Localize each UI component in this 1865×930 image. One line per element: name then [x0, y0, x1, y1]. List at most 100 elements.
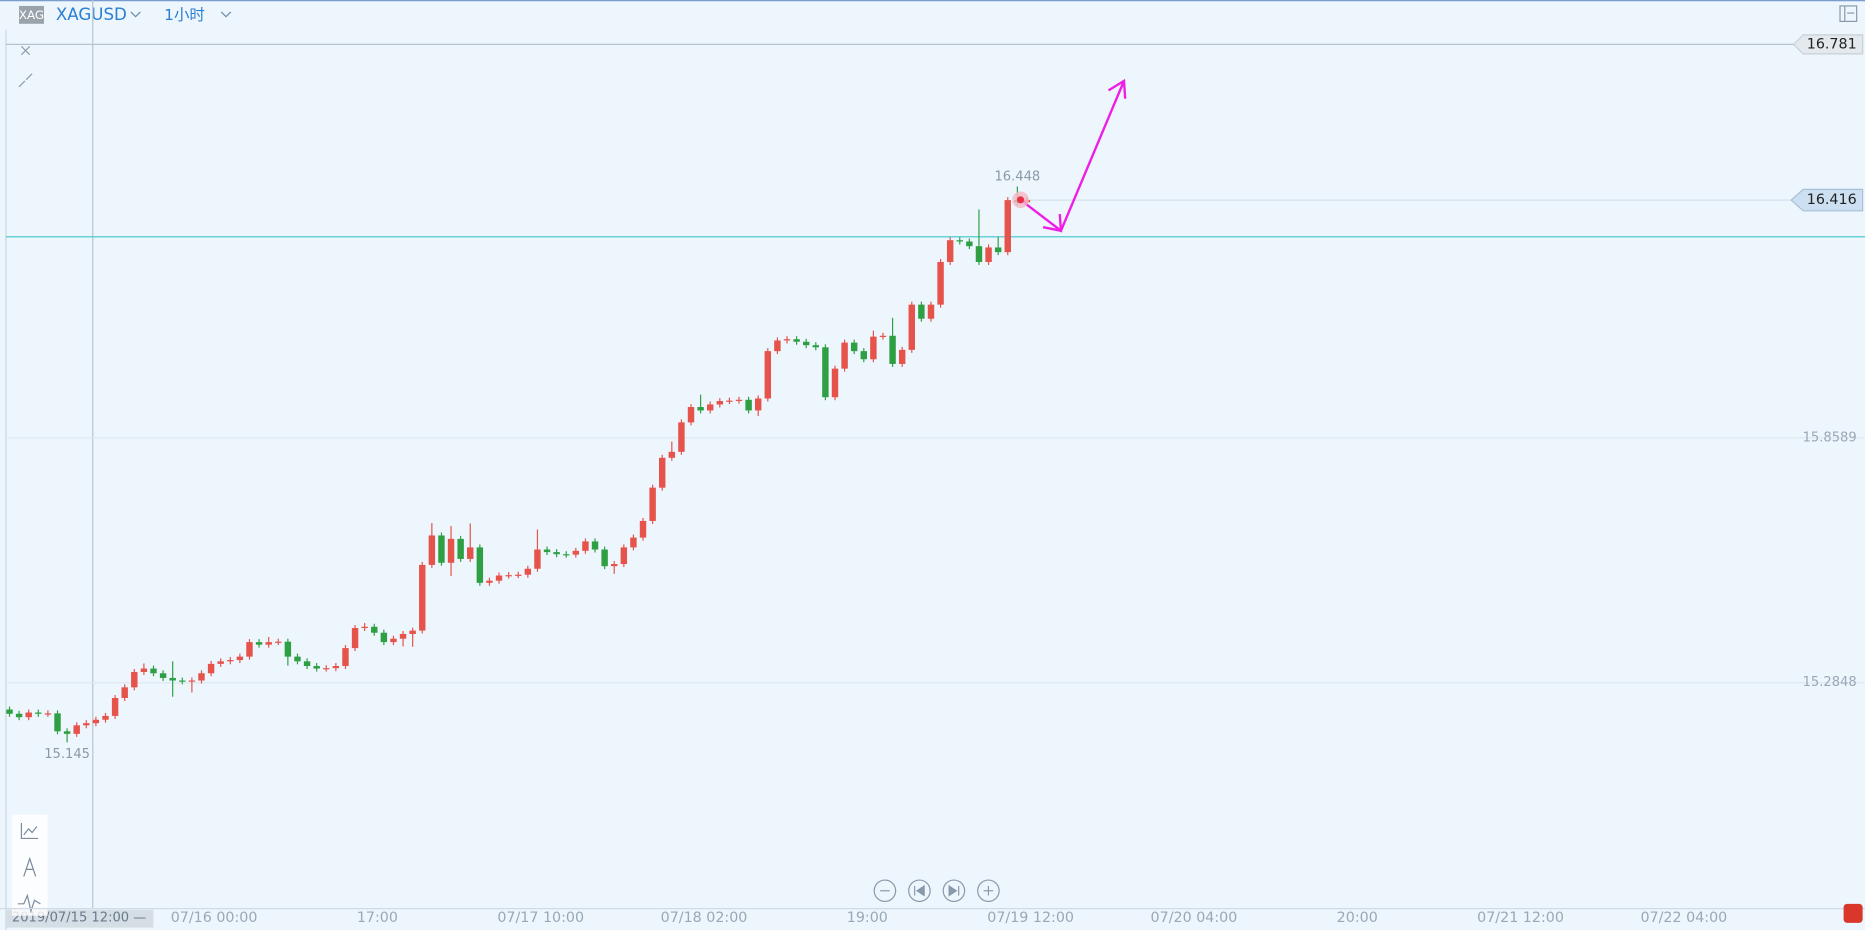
candle-body: [687, 407, 695, 423]
low-label: 15.145: [44, 747, 90, 762]
candle-body: [870, 336, 877, 360]
zoom-out[interactable]: [873, 879, 897, 903]
candle-body: [1004, 200, 1011, 253]
candle-body: [342, 648, 349, 667]
candle-body: [726, 400, 733, 402]
x-tick-label: 20:00: [1337, 910, 1378, 926]
candle-body: [371, 626, 378, 633]
symbol-icon: [19, 5, 45, 24]
candle-body: [553, 552, 560, 555]
candle-body: [409, 630, 416, 635]
candle-body: [159, 673, 167, 678]
candle-body: [985, 247, 992, 262]
y-tick-label: 15.2848: [1803, 675, 1857, 690]
candle-body: [515, 574, 522, 576]
symbol-dropdown[interactable]: [130, 11, 141, 18]
x-tick-label: 07/21 12:00: [1477, 910, 1564, 926]
candle-body: [361, 626, 368, 629]
candle-body: [457, 538, 464, 559]
candle-body: [438, 535, 445, 563]
zoom-in[interactable]: [977, 879, 1000, 903]
scroll-start[interactable]: [908, 879, 931, 903]
candle-body: [390, 638, 397, 643]
candle-body: [140, 668, 148, 672]
candle-body: [918, 304, 925, 319]
candle-body: [265, 642, 272, 645]
candle-body: [351, 628, 359, 649]
candle-body: [639, 520, 647, 538]
candle-body: [284, 641, 292, 657]
price-line-box: [1792, 34, 1864, 55]
corner-badge[interactable]: [1843, 903, 1863, 923]
draw-tool[interactable]: [23, 856, 37, 877]
candle-body: [966, 241, 973, 247]
candle-body: [25, 712, 32, 718]
candle-body: [505, 575, 512, 577]
price-line-label: 16.781: [1807, 36, 1857, 52]
candle-body: [217, 661, 224, 664]
x-tick-label: 19:00: [847, 910, 888, 926]
candle-body: [563, 554, 570, 556]
candle-body: [198, 673, 205, 681]
candle-body: [188, 680, 196, 682]
candle-body: [476, 547, 484, 583]
candle-body: [802, 341, 810, 346]
candle-body: [783, 339, 791, 341]
candle-body: [543, 549, 551, 553]
candle-body: [44, 713, 52, 715]
candle-body: [898, 349, 906, 364]
candle-body: [764, 351, 772, 399]
candle-body: [716, 401, 724, 405]
candle-body: [831, 368, 839, 398]
candle-body: [822, 347, 829, 398]
candle-body: [131, 671, 138, 688]
candle-body: [399, 634, 407, 639]
indicator-tool[interactable]: [20, 822, 39, 840]
candle-body: [150, 668, 157, 674]
candle-body: [611, 564, 618, 567]
candle-body: [812, 345, 820, 348]
candle-body: [207, 663, 215, 674]
candle-body: [63, 731, 71, 734]
candle-body: [841, 342, 848, 369]
wave-tool[interactable]: [17, 893, 41, 914]
candle-body: [668, 451, 676, 458]
candle-body: [294, 656, 301, 662]
candle-body: [620, 547, 628, 565]
candle-body: [956, 240, 963, 242]
candle-body: [54, 713, 61, 732]
x-tick-label: 07/17 10:00: [497, 910, 584, 926]
candle-body: [73, 725, 80, 734]
candle-body: [35, 712, 42, 714]
candle-body: [275, 641, 282, 643]
candle-body: [534, 549, 541, 569]
symbol[interactable]: XAGUSD: [56, 5, 127, 24]
interval[interactable]: 1小时: [164, 6, 205, 24]
candles: [6, 186, 1031, 743]
candle-body: [447, 538, 455, 563]
interval-dropdown[interactable]: [220, 11, 232, 18]
candle-body: [15, 713, 23, 718]
candle-body: [303, 661, 311, 667]
candle-body: [946, 240, 954, 262]
candle-body: [419, 564, 426, 631]
x-tick-label: 07/16 00:00: [171, 910, 258, 926]
x-tick-label: 17:00: [357, 910, 398, 926]
last-price-box: [1790, 188, 1864, 212]
candle-body: [524, 568, 532, 575]
candle-body: [630, 537, 637, 548]
collapse-button[interactable]: [18, 73, 33, 88]
candle-body: [313, 666, 320, 669]
y-tick-label: 15.8589: [1803, 430, 1857, 445]
candle-body: [649, 487, 656, 521]
candle-body: [678, 422, 685, 452]
close-button[interactable]: [20, 45, 31, 56]
candle-body: [994, 247, 1002, 253]
panel-toggle[interactable]: [1839, 5, 1858, 23]
candle-body: [754, 398, 762, 411]
scroll-end[interactable]: [942, 879, 966, 903]
last-price-label: 16.416: [1807, 192, 1857, 208]
